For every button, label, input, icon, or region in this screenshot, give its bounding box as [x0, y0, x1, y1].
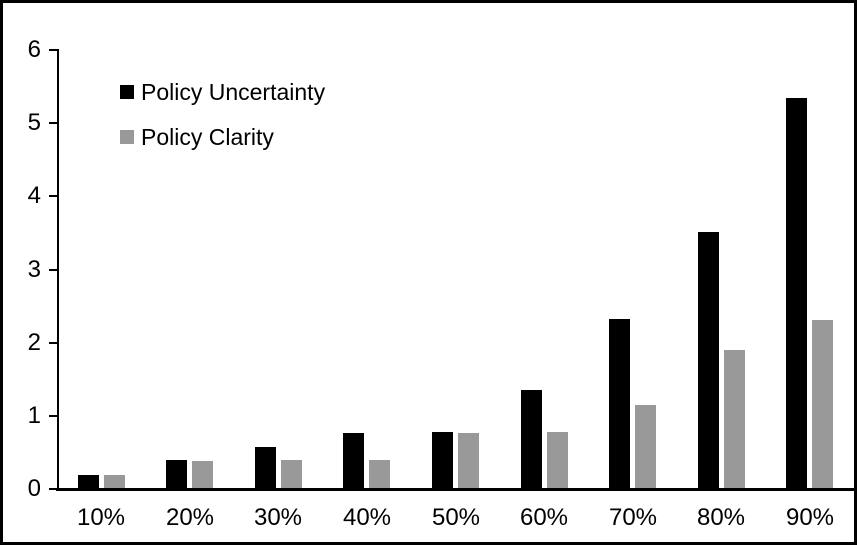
bar-policy-uncertainty-10%: [78, 475, 99, 489]
bar-policy-clarity-80%: [724, 350, 745, 489]
x-axis-label: 70%: [608, 504, 658, 531]
bar-policy-clarity-50%: [458, 433, 479, 489]
y-axis-label: 4: [27, 182, 41, 209]
x-axis-label: 60%: [519, 504, 569, 531]
legend-item-policy-clarity: Policy Clarity: [120, 123, 325, 151]
y-axis-line: [57, 49, 59, 491]
bar-policy-uncertainty-90%: [786, 98, 807, 489]
legend-label-policy-uncertainty: Policy Uncertainty: [141, 78, 326, 105]
y-axis-tick: [49, 49, 58, 51]
x-axis-label: 40%: [342, 504, 392, 531]
y-axis-label: 2: [27, 329, 41, 356]
y-axis-tick: [49, 195, 58, 197]
y-axis-label: 3: [27, 256, 41, 283]
x-axis-line: [56, 488, 854, 491]
bar-policy-uncertainty-50%: [432, 432, 453, 489]
x-axis-label: 20%: [165, 504, 215, 531]
bar-policy-clarity-90%: [812, 320, 833, 489]
bar-policy-uncertainty-30%: [255, 447, 276, 489]
x-axis-label: 80%: [696, 504, 746, 531]
legend-item-policy-uncertainty: Policy Uncertainty: [120, 78, 325, 106]
bar-policy-uncertainty-20%: [166, 460, 187, 489]
y-axis-tick: [49, 488, 58, 490]
legend-swatch-policy-uncertainty-icon: [120, 85, 134, 99]
y-axis-label: 1: [27, 402, 41, 429]
legend-swatch-policy-clarity-icon: [120, 130, 134, 144]
y-axis-tick: [49, 342, 58, 344]
y-axis-tick: [49, 269, 58, 271]
bar-policy-clarity-70%: [635, 405, 656, 489]
x-axis-label: 10%: [76, 504, 126, 531]
x-axis-label: 90%: [785, 504, 835, 531]
y-axis-label: 6: [27, 36, 41, 63]
x-axis-label: 30%: [253, 504, 303, 531]
x-axis-label: 50%: [431, 504, 481, 531]
bar-policy-clarity-30%: [281, 460, 302, 489]
bar-policy-uncertainty-80%: [698, 232, 719, 489]
y-axis-label: 0: [27, 475, 41, 502]
bar-policy-clarity-40%: [369, 460, 390, 489]
legend-label-policy-clarity: Policy Clarity: [141, 123, 274, 150]
bar-policy-clarity-10%: [104, 475, 125, 489]
y-axis-tick: [49, 122, 58, 124]
bar-policy-clarity-60%: [547, 432, 568, 489]
bar-policy-clarity-20%: [192, 461, 213, 489]
y-axis-label: 5: [27, 109, 41, 136]
bar-policy-uncertainty-70%: [609, 319, 630, 489]
legend: Policy Uncertainty Policy Clarity: [120, 78, 325, 168]
bar-policy-uncertainty-40%: [343, 433, 364, 489]
y-axis-tick: [49, 415, 58, 417]
bar-policy-uncertainty-60%: [521, 390, 542, 489]
